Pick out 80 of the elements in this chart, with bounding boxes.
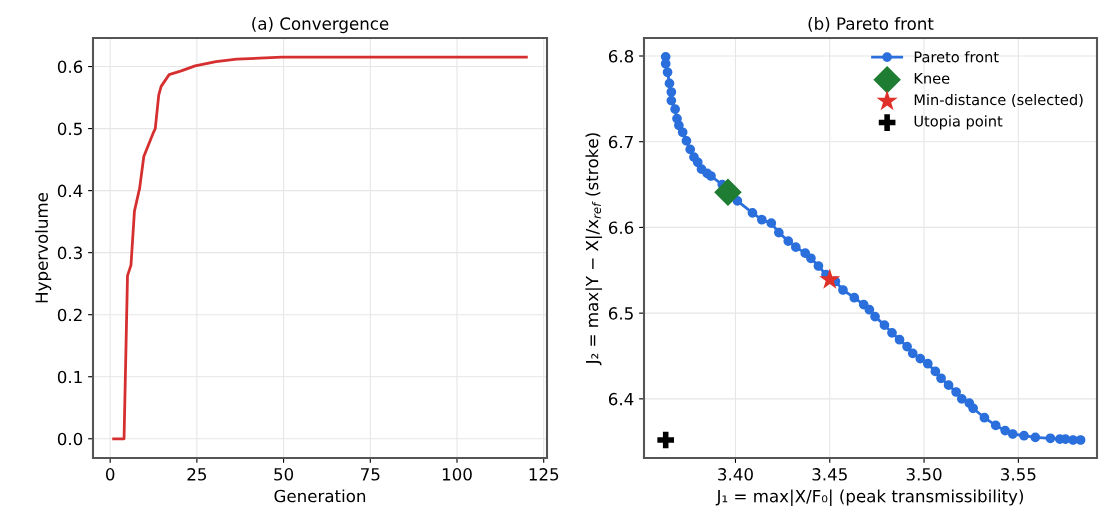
y-tick-label: 6.6	[608, 221, 634, 234]
point	[1045, 433, 1056, 444]
point	[681, 135, 692, 146]
point	[1019, 430, 1029, 441]
point	[677, 127, 688, 138]
point	[670, 104, 680, 115]
point	[956, 393, 967, 404]
point	[747, 207, 758, 218]
x-axis-title: Generation	[274, 489, 366, 503]
y-tick-label: 0.6	[57, 60, 83, 74]
chart-title: (a) Convergence	[252, 17, 389, 34]
point	[902, 341, 912, 352]
point	[819, 268, 841, 289]
legend-label: Knee	[914, 72, 950, 84]
x-tick-label: 0	[105, 468, 115, 481]
point	[666, 87, 677, 97]
line-series	[112, 55, 528, 441]
y-tick-label: 0.2	[57, 308, 82, 322]
y-tick-label: 6.5	[608, 307, 633, 320]
point	[685, 144, 696, 155]
point	[943, 380, 954, 391]
point	[907, 348, 918, 359]
chart-title: (b) Pareto front	[808, 17, 934, 32]
y-tick-label: 6.8	[608, 49, 634, 63]
x-tick-label: 3.55	[1001, 468, 1036, 481]
point	[714, 178, 742, 207]
point	[1068, 435, 1078, 445]
point	[1000, 425, 1011, 436]
point	[1030, 432, 1041, 443]
y-axis-title: Hypervolume	[35, 192, 52, 303]
point	[870, 311, 880, 322]
point	[692, 157, 703, 168]
point	[879, 320, 890, 331]
y-tick-label: 6.4	[608, 392, 634, 406]
x-tick-label: 3.40	[718, 468, 753, 481]
x-axis-title: J₁ = max|X/F₀| (peak transmissibility)	[715, 489, 1024, 507]
x-tick-label: 25	[187, 468, 207, 481]
point	[894, 334, 905, 345]
point	[806, 253, 816, 264]
x-tick-label: 3.50	[906, 468, 942, 481]
point	[666, 95, 677, 106]
x-tick-label: 125	[529, 468, 559, 481]
y-tick-label: 0.0	[57, 432, 83, 446]
y-tick-label: 0.3	[57, 246, 82, 260]
point	[674, 120, 684, 131]
point	[968, 403, 978, 414]
point	[887, 327, 897, 338]
point	[915, 353, 926, 364]
point	[864, 304, 875, 315]
y-tick-label: 0.1	[57, 370, 82, 384]
legend-label: Min-distance (selected)	[914, 93, 1083, 107]
point	[922, 358, 933, 369]
y-tick-label: 0.4	[57, 184, 83, 198]
y-tick-label: 6.7	[608, 135, 633, 149]
y-tick-label: 0.5	[57, 122, 82, 136]
point	[773, 227, 784, 238]
legend-label: Utopia point	[914, 115, 1003, 130]
legend-label: Pareto front	[914, 51, 999, 63]
point	[706, 171, 716, 181]
x-tick-label: 50	[274, 468, 294, 481]
point	[783, 236, 794, 247]
x-tick-label: 100	[442, 468, 472, 481]
point	[813, 261, 824, 271]
point	[951, 387, 961, 397]
point	[936, 373, 946, 384]
point	[930, 366, 941, 377]
point	[657, 431, 675, 449]
point	[990, 420, 1001, 431]
point	[849, 292, 860, 303]
point	[662, 67, 673, 78]
point	[838, 285, 848, 295]
point	[757, 214, 767, 225]
point	[979, 412, 990, 423]
point	[1007, 429, 1018, 439]
point	[790, 242, 801, 253]
point	[766, 218, 777, 229]
y-axis-title: J₂ = max|Y − X|/x$_{ref}$ (stroke)	[585, 133, 603, 366]
point	[664, 78, 675, 89]
x-tick-label: 3.45	[812, 468, 847, 481]
x-tick-label: 75	[361, 468, 380, 481]
